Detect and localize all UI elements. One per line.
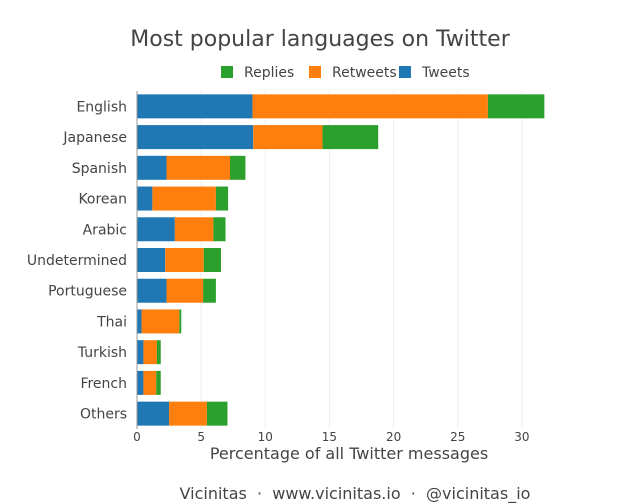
bar-tweets-french <box>137 370 144 395</box>
x-tick-label: 30 <box>514 430 529 444</box>
bar-replies-spanish <box>230 155 246 180</box>
bar-replies-arabic <box>213 217 226 242</box>
y-tick-label: French <box>80 376 127 392</box>
legend-swatch-retweets <box>309 66 321 78</box>
bar-replies-korean <box>215 186 229 211</box>
legend-label-retweets: Retweets <box>332 65 397 81</box>
bar-retweets-turkish <box>143 340 157 365</box>
y-tick-label: Portuguese <box>48 284 127 300</box>
bar-retweets-english <box>252 94 488 119</box>
y-tick-label: Spanish <box>72 161 127 177</box>
bar-replies-portuguese <box>203 278 216 303</box>
x-tick-label: 25 <box>450 430 465 444</box>
legend-swatch-tweets <box>399 66 411 78</box>
y-tick-label: Japanese <box>62 130 127 146</box>
bar-tweets-english <box>137 94 253 119</box>
y-tick-labels: English Japanese Spanish Korean Arabic Undete… <box>27 99 127 422</box>
bar-tweets-japanese <box>137 125 254 150</box>
legend-label-tweets: Tweets <box>421 65 470 81</box>
x-tick-labels: 0 5 10 15 20 25 30 <box>133 430 529 444</box>
bar-replies-others <box>206 401 228 426</box>
y-tick-label: English <box>76 99 127 115</box>
bar-retweets-arabic <box>174 217 214 242</box>
y-tick-label: Turkish <box>77 345 127 361</box>
bar-retweets-undetermined <box>165 248 204 272</box>
bar-retweets-spanish <box>166 155 231 180</box>
x-tick-label: 20 <box>386 430 401 444</box>
chart-title: Most popular languages on Twitter <box>130 27 510 52</box>
bar-tweets-turkish <box>137 340 144 365</box>
x-tick-label: 5 <box>197 430 205 444</box>
bar-tweets-arabic <box>137 217 175 242</box>
bar-replies-japanese <box>322 125 379 150</box>
bar-tweets-undetermined <box>137 248 166 272</box>
legend: Replies Retweets Tweets <box>221 65 470 81</box>
footer-credits: Vicinitas · www.vicinitas.io · @vicinita… <box>180 484 531 503</box>
bar-retweets-japanese <box>253 125 323 150</box>
x-tick-label: 15 <box>322 430 337 444</box>
bar-replies-undetermined <box>203 248 222 272</box>
legend-label-replies: Replies <box>244 65 294 81</box>
bar-retweets-french <box>143 370 157 395</box>
bar-tweets-korean <box>137 186 153 211</box>
bar-tweets-thai <box>137 309 142 334</box>
bar-retweets-thai <box>141 309 180 334</box>
bar-replies-turkish <box>156 340 161 365</box>
bar-tweets-others <box>137 401 170 426</box>
legend-swatch-replies <box>221 66 233 78</box>
x-tick-label: 0 <box>133 430 141 444</box>
y-tick-label: Korean <box>78 192 127 208</box>
bar-retweets-others <box>169 401 207 426</box>
y-tick-label: Thai <box>96 314 127 330</box>
bar-tweets-portuguese <box>137 278 167 303</box>
bars <box>137 94 545 426</box>
x-tick-label: 10 <box>258 430 273 444</box>
y-tick-label: Undetermined <box>27 253 127 269</box>
bar-retweets-korean <box>152 186 216 211</box>
bar-replies-french <box>156 370 161 395</box>
y-tick-label: Arabic <box>83 222 127 238</box>
bar-tweets-spanish <box>137 155 167 180</box>
bar-replies-english <box>487 94 545 119</box>
bar-replies-thai <box>179 309 182 334</box>
y-tick-label: Others <box>80 407 127 423</box>
bar-retweets-portuguese <box>166 278 204 303</box>
x-axis-label: Percentage of all Twitter messages <box>210 444 488 463</box>
